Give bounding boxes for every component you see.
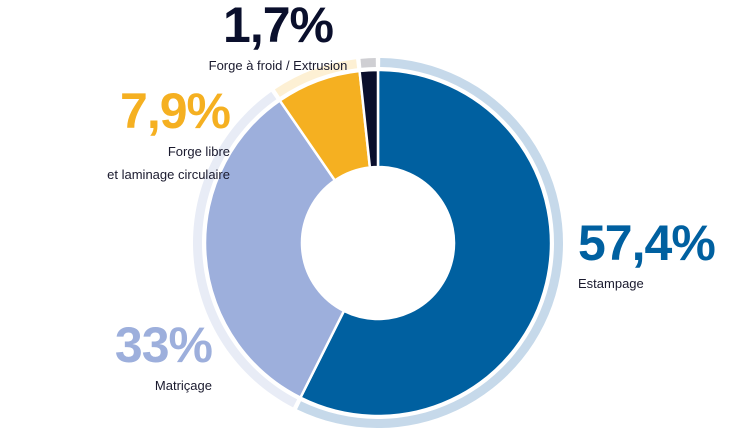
category-label: Forge libre et laminage circulaire <box>107 144 230 182</box>
value-label: 7,9% <box>120 83 231 139</box>
category-label: Forge à froid / Extrusion <box>208 58 348 73</box>
value-label: 1,7% <box>223 0 334 53</box>
outer-ring-segment <box>274 59 358 97</box>
value-label: 57,4% <box>578 215 716 271</box>
value-label: 33% <box>114 317 213 373</box>
slice-label: 33% Matriçage <box>114 317 213 397</box>
outer-ring-segment <box>192 91 298 408</box>
slice-label: 1,7% Forge à froid / Extrusion <box>209 0 348 77</box>
category-label: Matriçage <box>154 378 212 393</box>
donut-slice <box>358 68 380 169</box>
donut-slice <box>203 98 346 400</box>
category-label: Estampage <box>578 276 644 291</box>
slice-label: 57,4% Estampage <box>578 215 716 295</box>
slice-label: 7,9% Forge libre et laminage circulaire <box>107 83 231 186</box>
outer-ring-segment <box>360 58 376 68</box>
donut-slice <box>298 68 553 418</box>
